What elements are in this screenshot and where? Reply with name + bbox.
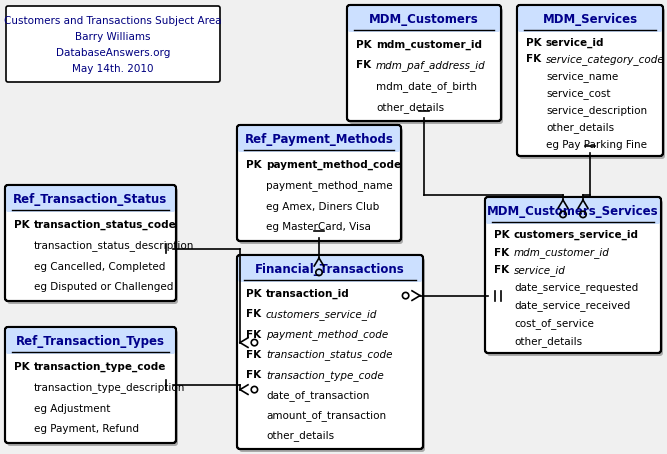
- Text: service_cost: service_cost: [546, 88, 610, 99]
- FancyBboxPatch shape: [6, 186, 175, 212]
- FancyBboxPatch shape: [6, 328, 175, 354]
- Text: transaction_type_code: transaction_type_code: [266, 370, 384, 380]
- FancyBboxPatch shape: [5, 185, 176, 301]
- FancyBboxPatch shape: [238, 126, 400, 152]
- Text: service_id: service_id: [546, 37, 604, 48]
- Text: DatabaseAnswers.org: DatabaseAnswers.org: [56, 48, 170, 58]
- FancyBboxPatch shape: [348, 6, 500, 32]
- Text: date_of_transaction: date_of_transaction: [266, 390, 370, 401]
- FancyBboxPatch shape: [487, 200, 663, 356]
- Text: PK: PK: [526, 38, 542, 48]
- Text: other_details: other_details: [266, 430, 334, 441]
- Text: transaction_status_description: transaction_status_description: [34, 240, 194, 251]
- Text: PK: PK: [14, 219, 29, 230]
- Text: payment_method_name: payment_method_name: [266, 180, 393, 191]
- Text: FK: FK: [356, 60, 371, 70]
- Text: mdm_customer_id: mdm_customer_id: [376, 39, 482, 49]
- Text: Customers and Transactions Subject Area: Customers and Transactions Subject Area: [4, 16, 221, 26]
- Text: mdm_customer_id: mdm_customer_id: [514, 247, 610, 258]
- Text: amount_of_transaction: amount_of_transaction: [266, 410, 386, 421]
- FancyBboxPatch shape: [238, 256, 422, 282]
- Text: transaction_id: transaction_id: [266, 289, 350, 299]
- FancyBboxPatch shape: [517, 5, 663, 156]
- Text: Ref_Transaction_Types: Ref_Transaction_Types: [16, 335, 165, 347]
- Text: cost_of_service: cost_of_service: [514, 318, 594, 329]
- Text: PK: PK: [494, 230, 510, 240]
- FancyBboxPatch shape: [237, 125, 401, 241]
- FancyBboxPatch shape: [347, 5, 501, 121]
- FancyBboxPatch shape: [486, 198, 660, 224]
- Text: MDM_Customers_Services: MDM_Customers_Services: [487, 204, 659, 217]
- FancyBboxPatch shape: [518, 6, 662, 32]
- Text: PK: PK: [14, 361, 29, 371]
- Text: FK: FK: [494, 265, 509, 275]
- Text: payment_method_code: payment_method_code: [266, 159, 401, 170]
- Text: other_details: other_details: [546, 122, 614, 133]
- Text: Ref_Transaction_Status: Ref_Transaction_Status: [13, 192, 167, 206]
- FancyBboxPatch shape: [239, 258, 425, 452]
- Text: eg Amex, Diners Club: eg Amex, Diners Club: [266, 202, 380, 212]
- Text: other_details: other_details: [514, 336, 582, 346]
- Text: transaction_type_description: transaction_type_description: [34, 382, 185, 393]
- FancyBboxPatch shape: [5, 327, 176, 443]
- FancyBboxPatch shape: [6, 6, 220, 82]
- Text: payment_method_code: payment_method_code: [266, 329, 388, 340]
- Text: transaction_status_code: transaction_status_code: [34, 219, 177, 230]
- Text: Ref_Payment_Methods: Ref_Payment_Methods: [245, 133, 394, 145]
- Text: service_category_code: service_category_code: [546, 54, 665, 65]
- Text: FK: FK: [246, 330, 261, 340]
- Text: eg Pay Parking Fine: eg Pay Parking Fine: [546, 139, 647, 149]
- Text: eg Adjustment: eg Adjustment: [34, 404, 110, 414]
- Text: MDM_Customers: MDM_Customers: [369, 13, 479, 25]
- Text: other_details: other_details: [376, 102, 444, 113]
- Text: FK: FK: [246, 309, 261, 319]
- FancyBboxPatch shape: [7, 188, 178, 304]
- Text: customers_service_id: customers_service_id: [266, 309, 378, 320]
- Text: customers_service_id: customers_service_id: [514, 230, 639, 240]
- Text: Barry Williams: Barry Williams: [75, 32, 151, 42]
- Text: FK: FK: [494, 247, 509, 257]
- FancyBboxPatch shape: [519, 8, 665, 159]
- Text: PK: PK: [246, 159, 261, 169]
- Text: mdm_date_of_birth: mdm_date_of_birth: [376, 81, 477, 92]
- Text: May 14th. 2010: May 14th. 2010: [72, 64, 154, 74]
- Text: date_service_requested: date_service_requested: [514, 282, 638, 293]
- FancyBboxPatch shape: [239, 128, 403, 244]
- FancyBboxPatch shape: [7, 330, 178, 446]
- Text: MDM_Services: MDM_Services: [542, 13, 638, 25]
- Text: transaction_type_code: transaction_type_code: [34, 361, 166, 372]
- Text: service_description: service_description: [546, 105, 647, 116]
- Text: PK: PK: [246, 289, 261, 299]
- Text: eg Cancelled, Completed: eg Cancelled, Completed: [34, 262, 165, 271]
- Text: Financial_Transactions: Financial_Transactions: [255, 262, 405, 276]
- Text: FK: FK: [526, 54, 541, 64]
- Text: eg Payment, Refund: eg Payment, Refund: [34, 424, 139, 434]
- Text: FK: FK: [246, 350, 261, 360]
- FancyBboxPatch shape: [349, 8, 503, 124]
- Text: eg Disputed or Challenged: eg Disputed or Challenged: [34, 282, 173, 292]
- Text: date_service_received: date_service_received: [514, 300, 630, 311]
- Text: transaction_status_code: transaction_status_code: [266, 350, 392, 360]
- Text: eg MasterCard, Visa: eg MasterCard, Visa: [266, 222, 371, 232]
- Text: service_name: service_name: [546, 71, 618, 82]
- Text: FK: FK: [246, 370, 261, 380]
- Text: PK: PK: [356, 39, 372, 49]
- Text: mdm_paf_address_id: mdm_paf_address_id: [376, 60, 486, 71]
- FancyBboxPatch shape: [237, 255, 423, 449]
- Text: service_id: service_id: [514, 265, 566, 276]
- FancyBboxPatch shape: [485, 197, 661, 353]
